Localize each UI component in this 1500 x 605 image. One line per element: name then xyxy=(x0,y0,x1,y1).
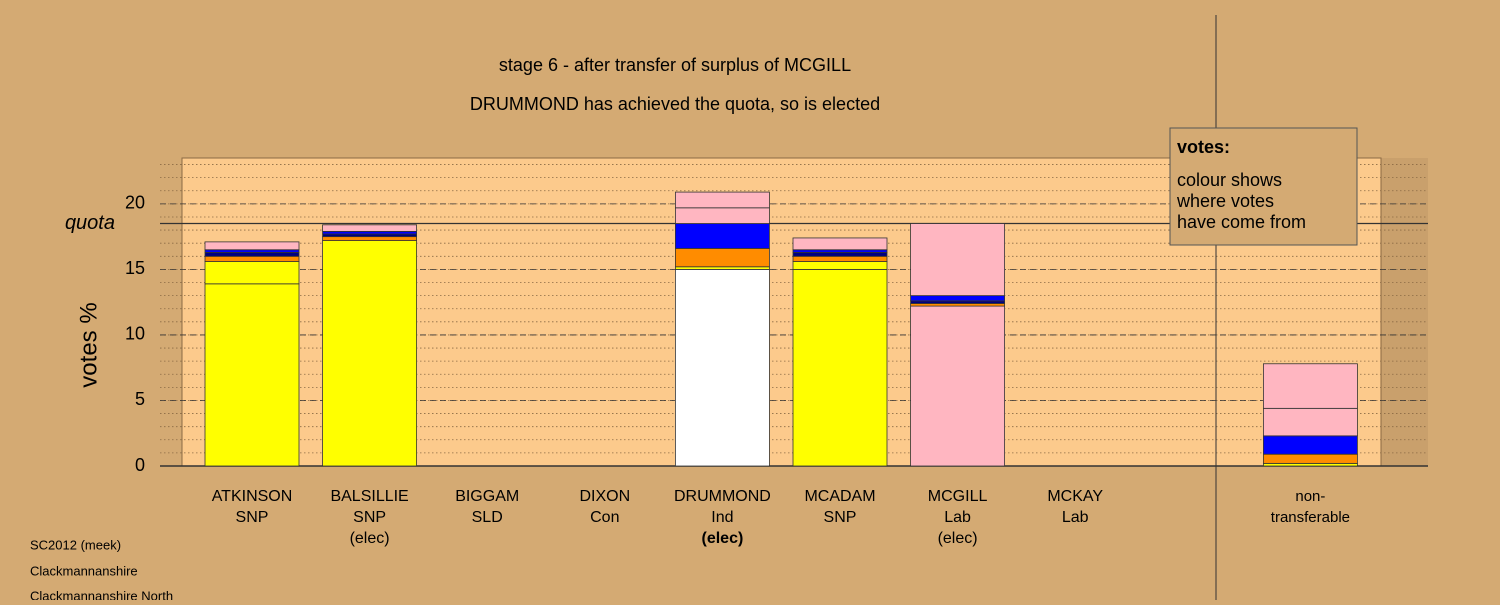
x-tick-label: (elec) xyxy=(702,530,744,547)
bar-segment xyxy=(675,248,770,268)
x-tick-label: SNP xyxy=(236,509,269,526)
footer-text: SC2012 (meek) xyxy=(30,537,121,552)
footer-text: Clackmannanshire North xyxy=(30,588,173,600)
bar-segment xyxy=(1263,363,1358,409)
bar-segment xyxy=(910,223,1005,297)
x-tick-label: DRUMMOND xyxy=(674,488,771,505)
y-axis-label: votes % xyxy=(75,302,102,387)
footer-text: Clackmannanshire xyxy=(30,563,138,578)
x-tick-label: DIXON xyxy=(579,488,630,505)
bar-segment xyxy=(792,237,888,251)
bar-segment xyxy=(675,269,770,467)
x-tick-label: transferable xyxy=(1271,509,1350,526)
bar-segment xyxy=(322,240,418,467)
bar-segment xyxy=(1263,453,1358,464)
legend-box xyxy=(1169,127,1358,246)
legend-title: votes: xyxy=(1177,137,1230,157)
bar-segment xyxy=(204,261,300,285)
bar-segment xyxy=(322,236,418,241)
y-tick-label: 10 xyxy=(125,324,145,344)
bar-segment xyxy=(792,255,888,262)
bar-segment xyxy=(675,191,770,209)
bars xyxy=(204,191,1358,467)
bar-segment xyxy=(322,224,418,232)
x-tick-label: MCADAM xyxy=(804,488,875,505)
side-shade xyxy=(1381,158,1428,466)
legend-text: where votes xyxy=(1176,191,1274,211)
bar-segment xyxy=(910,295,1005,302)
bar-segment xyxy=(1263,435,1358,455)
bar-segment xyxy=(792,269,888,467)
x-tick-label: (elec) xyxy=(938,530,978,547)
y-tick-label: 15 xyxy=(125,258,145,278)
x-tick-label: BIGGAM xyxy=(455,488,519,505)
bar-segment xyxy=(204,283,300,467)
bar-segment xyxy=(910,305,1005,467)
x-tick-label: Ind xyxy=(711,509,733,526)
bar-segment xyxy=(792,251,888,257)
y-tick-label: 0 xyxy=(135,455,145,475)
x-tick-label: (elec) xyxy=(350,530,390,547)
bar-segment xyxy=(204,255,300,262)
legend-text: have come from xyxy=(1177,212,1306,232)
x-tick-label: SLD xyxy=(472,509,503,526)
bar-segment xyxy=(204,251,300,257)
x-tick-label: MCKAY xyxy=(1047,488,1103,505)
chart-title: stage 6 - after transfer of surplus of M… xyxy=(499,55,851,75)
chart-subtitle: DRUMMOND has achieved the quota, so is e… xyxy=(470,94,880,114)
x-tick-label: ATKINSON xyxy=(212,488,293,505)
bar-segment xyxy=(1263,407,1358,437)
x-tick-label: Lab xyxy=(1062,509,1089,526)
legend-text: colour shows xyxy=(1177,170,1282,190)
y-tick-label: 20 xyxy=(125,193,145,213)
bar-segment xyxy=(675,223,770,249)
bar-segment xyxy=(792,261,888,270)
bar-segment xyxy=(204,241,300,251)
bar-segment xyxy=(675,207,770,224)
x-tick-label: SNP xyxy=(353,509,386,526)
y-tick-label: 5 xyxy=(135,389,145,409)
x-tick-label: MCGILL xyxy=(928,488,988,505)
x-tick-label: Con xyxy=(590,509,619,526)
x-tick-label: non- xyxy=(1295,488,1325,505)
quota-label: quota xyxy=(65,212,115,234)
x-tick-label: Lab xyxy=(944,509,971,526)
x-tick-label: BALSILLIE xyxy=(330,488,408,505)
x-tick-label: SNP xyxy=(824,509,857,526)
